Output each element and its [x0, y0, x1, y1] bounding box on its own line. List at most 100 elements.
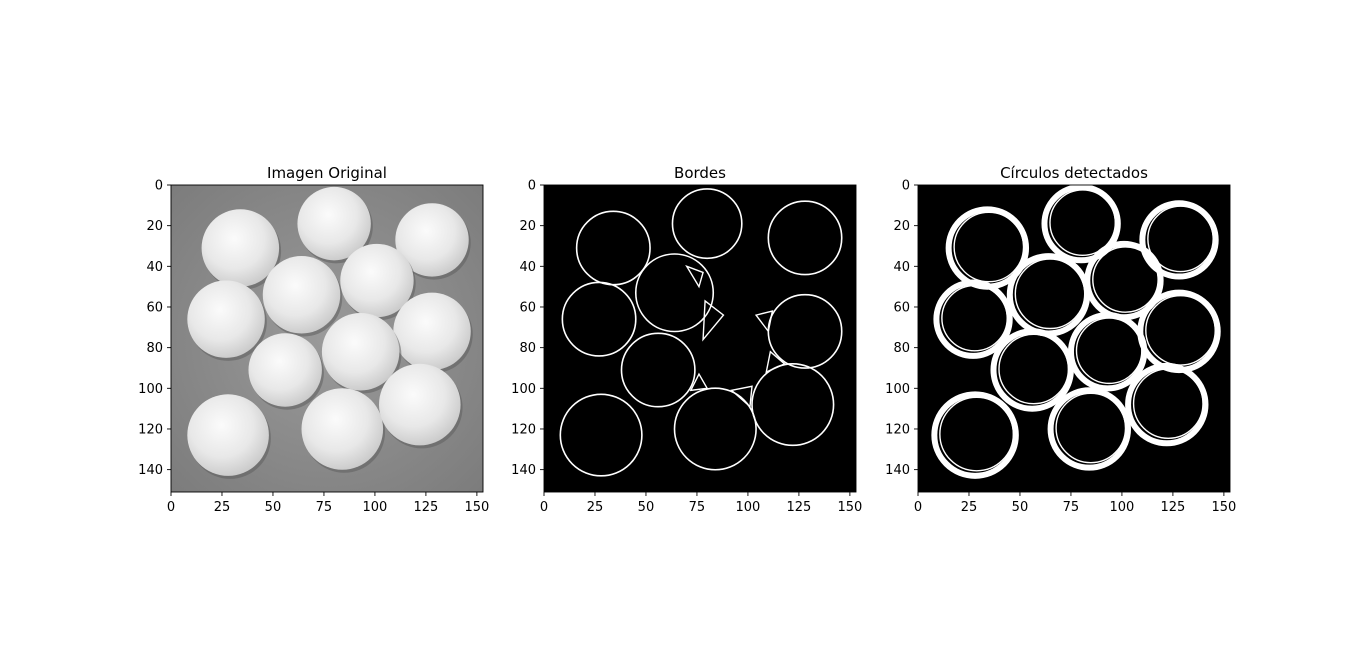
x-tick-label: 0	[167, 500, 175, 515]
x-tick-label: 75	[316, 500, 333, 515]
x-tick-label: 0	[914, 500, 922, 515]
y-tick-label: 0	[528, 179, 536, 194]
ball-10	[187, 394, 269, 476]
detected-circle-inner-10	[939, 396, 1015, 472]
x-tick-label: 25	[587, 500, 604, 515]
x-tick-label: 50	[265, 500, 282, 515]
x-tick-label: 50	[1012, 500, 1029, 515]
edge-gap-2	[702, 299, 725, 342]
detected-circle-inner-11	[1055, 392, 1127, 464]
subplot-3: Círculos detectados 0 25 50 75 100 125 150 0 20 40…	[885, 164, 1236, 515]
y-tick-label: 40	[519, 260, 536, 275]
detected-circle-inner-4	[1014, 258, 1086, 330]
subplot-title: Círculos detectados	[1000, 164, 1148, 182]
detected-circle-inner-7	[1145, 294, 1216, 366]
edge-gap-4	[765, 350, 786, 374]
edge-gap-5	[689, 372, 709, 392]
x-tick-label: 0	[540, 500, 548, 515]
detected-circle-6	[933, 279, 1013, 359]
y-tick-label: 60	[893, 300, 910, 315]
ball-2	[297, 186, 371, 261]
edge-circle-10	[751, 362, 835, 447]
y-tick-label: 80	[893, 341, 910, 356]
edge-circle-9	[673, 387, 757, 471]
ball-12	[379, 363, 461, 446]
ball-8	[248, 333, 322, 407]
y-tick-label: 20	[893, 219, 910, 234]
y-tick-label: 120	[885, 422, 910, 437]
x-tick-label: 125	[1160, 500, 1185, 515]
y-tick-label: 20	[146, 219, 163, 234]
ball-7	[393, 292, 471, 371]
x-tick-label: 50	[638, 500, 655, 515]
ball-6	[187, 280, 265, 358]
ball-11	[301, 388, 384, 470]
x-tick-label: 75	[1063, 500, 1080, 515]
y-tick-label: 140	[885, 463, 910, 478]
x-tick-label: 25	[214, 500, 231, 515]
y-tick-label: 60	[146, 300, 163, 315]
y-tick-label: 120	[138, 422, 163, 437]
x-tick-label: 125	[786, 500, 811, 515]
subplot-title: Imagen Original	[267, 164, 387, 182]
detected-circle-11	[1047, 387, 1131, 471]
y-tick-label: 100	[511, 382, 536, 397]
y-tick-label: 0	[902, 179, 910, 194]
axes-frame	[543, 184, 857, 493]
y-tick-label: 40	[146, 260, 163, 275]
edge-gap-3	[754, 310, 774, 334]
y-tick-label: 100	[138, 382, 163, 397]
x-tick-label: 150	[1211, 500, 1236, 515]
y-tick-label: 100	[885, 382, 910, 397]
subplot-1: Imagen Original 0 25 50 75 100 125 150 0 20 40 60 80…	[138, 164, 489, 515]
edge-circle-5	[561, 281, 637, 357]
x-tick-label: 100	[736, 500, 761, 515]
ball-3	[395, 203, 469, 277]
y-tick-label: 0	[155, 179, 163, 194]
subplot-title: Bordes	[674, 164, 726, 182]
detected-circle-inner-12	[1132, 368, 1204, 439]
edge-circle-8	[559, 393, 643, 477]
detected-circle-inner-2	[1049, 189, 1117, 256]
y-tick-label: 120	[511, 422, 536, 437]
x-tick-label: 75	[689, 500, 706, 515]
x-tick-label: 100	[363, 500, 388, 515]
detected-circle-2	[1041, 185, 1121, 264]
y-tick-label: 40	[893, 260, 910, 275]
detected-circle-inner-5	[1092, 246, 1159, 313]
detected-circle-inner-9	[1075, 317, 1143, 385]
y-tick-label: 140	[138, 463, 163, 478]
y-tick-label: 140	[511, 463, 536, 478]
subplot-2: Bordes 0 25 50 75 100 125 150 0 20 40 60 80 100 120 140	[511, 164, 862, 515]
edge-gap-6	[730, 385, 753, 409]
detected-circle-10	[931, 391, 1019, 479]
x-tick-label: 25	[961, 500, 978, 515]
axes-frame	[917, 184, 1231, 493]
detected-circle-inner-8	[998, 333, 1070, 405]
ball-4	[262, 256, 341, 334]
detected-circle-8	[990, 328, 1074, 412]
x-tick-label: 150	[837, 500, 862, 515]
ball-5	[340, 243, 414, 318]
detected-circle-9	[1067, 312, 1148, 392]
detected-circle-12	[1125, 362, 1209, 447]
detected-circle-3	[1139, 200, 1219, 280]
y-tick-label: 20	[519, 219, 536, 234]
edge-gap-1	[685, 264, 704, 289]
y-tick-label: 60	[519, 300, 536, 315]
detected-circle-inner-1	[953, 211, 1025, 283]
edge-circle-2	[671, 188, 743, 260]
detected-circle-inner-6	[941, 284, 1008, 352]
ball-1	[201, 209, 280, 287]
ball-9	[321, 312, 400, 391]
x-tick-label: 100	[1110, 500, 1135, 515]
detected-circle-inner-3	[1147, 205, 1214, 273]
edge-circle-7	[620, 332, 696, 408]
x-tick-label: 150	[464, 500, 489, 515]
y-tick-label: 80	[146, 341, 163, 356]
edge-circle-4	[634, 253, 715, 333]
x-tick-label: 125	[413, 500, 438, 515]
image-background	[544, 185, 856, 492]
edge-circle-3	[767, 200, 843, 276]
